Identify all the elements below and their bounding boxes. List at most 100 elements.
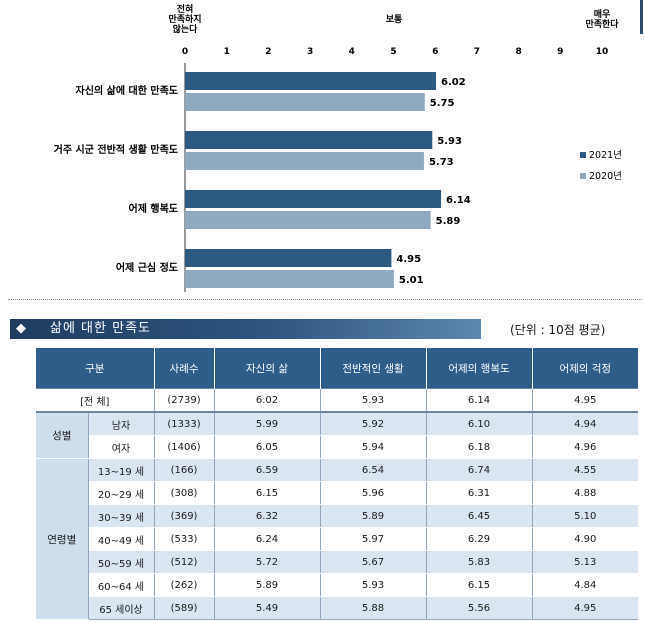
row-label: 여자 [88, 435, 155, 459]
data-label: 5.75 [430, 98, 455, 109]
cell-value: 6.54 [320, 458, 427, 482]
bar [185, 270, 394, 288]
top-right-rule [640, 0, 643, 34]
row-label: [전 체] [36, 388, 155, 413]
cell-value: 6.10 [426, 412, 533, 436]
header-category: 구분 [36, 348, 155, 389]
cell-value: 6.31 [426, 481, 533, 505]
table-row: 연령별 13~19 세 (166) 6.59 6.54 6.74 4.55 [36, 458, 639, 620]
table-row: 50~59 세 (512) 5.72 5.67 5.83 5.13 [36, 550, 639, 574]
cell-value: 6.02 [214, 388, 321, 413]
category-label: 거주 시군 전반적 생활 만족도 [54, 143, 178, 156]
scale-label-high: 매우 만족한다 [585, 8, 619, 30]
data-label: 6.02 [441, 77, 466, 88]
table-row: 30~39 세 (369) 6.32 5.89 6.45 5.10 [36, 504, 639, 528]
cell-value: 4.84 [532, 573, 639, 597]
table-row: 60~64 세 (262) 5.89 5.93 6.15 4.84 [36, 573, 639, 597]
row-count: (1406) [154, 435, 215, 459]
group-label: 연령별 [36, 458, 89, 620]
row-label: 65 세이상 [88, 596, 155, 620]
cell-value: 6.29 [426, 527, 533, 551]
cell-value: 5.96 [320, 481, 427, 505]
table-row: 여자 (1406) 6.05 5.94 6.18 4.96 [36, 435, 639, 459]
table-row: 20~29 세 (308) 6.15 5.96 6.31 4.88 [36, 481, 639, 505]
x-tick-label: 9 [557, 47, 563, 57]
cell-value: 6.32 [214, 504, 321, 528]
section-title-bar: ◆ 삶에 대한 만족도 [10, 319, 481, 339]
cell-value: 5.72 [214, 550, 321, 574]
header-count: 사례수 [154, 348, 215, 389]
table-header-row: 구분 사례수 자신의 삶 전반적인 생활 어제의 행복도 어제의 걱정 [36, 348, 639, 389]
legend-swatch [580, 173, 586, 179]
bar-chart: 전혀 만족하지 않는다 보통 매우 만족한다 0 1 2 3 4 5 6 7 8 9 10 자신의 삶에 대한 만… [54, 3, 622, 292]
row-label: 남자 [88, 412, 155, 436]
cell-value: 5.49 [214, 596, 321, 620]
bar [185, 131, 433, 149]
cell-value: 6.45 [426, 504, 533, 528]
x-tick-label: 7 [474, 47, 480, 57]
data-label: 5.89 [436, 216, 461, 227]
cell-value: 4.96 [532, 435, 639, 459]
header-life: 자신의 삶 [214, 348, 321, 389]
row-label: 20~29 세 [88, 481, 155, 505]
row-count: (2739) [154, 388, 215, 413]
category-label: 어제 행복도 [129, 202, 178, 215]
legend-label: 2020년 [589, 171, 622, 182]
cell-value: 5.56 [426, 596, 533, 620]
cell-value: 5.93 [320, 573, 427, 597]
row-label: 50~59 세 [88, 550, 155, 574]
row-count: (512) [154, 550, 215, 574]
cell-value: 6.05 [214, 435, 321, 459]
category-label: 자신의 삶에 대한 만족도 [76, 84, 178, 97]
header-worry: 어제의 걱정 [532, 348, 639, 389]
cell-value: 5.92 [320, 412, 427, 436]
x-tick-label: 1 [224, 47, 230, 57]
dotted-divider [8, 299, 642, 300]
scale-label-low: 전혀 만족하지 않는다 [168, 3, 201, 35]
table-row-total: [전 체] (2739) 6.02 5.93 6.14 4.95 [36, 388, 639, 413]
table-row: 40~49 세 (533) 6.24 5.97 6.29 4.90 [36, 527, 639, 551]
bar [185, 93, 425, 111]
bar [185, 211, 431, 229]
row-count: (533) [154, 527, 215, 551]
cell-value: 6.24 [214, 527, 321, 551]
row-count: (369) [154, 504, 215, 528]
x-tick-label: 3 [307, 47, 313, 57]
cell-value: 5.10 [532, 504, 639, 528]
cell-value: 4.55 [532, 458, 639, 482]
row-label: 40~49 세 [88, 527, 155, 551]
cell-value: 5.97 [320, 527, 427, 551]
row-label: 30~39 세 [88, 504, 155, 528]
table-row: 성별 남자 (1333) 5.99 5.92 6.10 4.94 [36, 412, 639, 459]
x-tick-label: 6 [432, 47, 438, 57]
cell-value: 5.83 [426, 550, 533, 574]
x-tick-label: 2 [265, 47, 271, 57]
cell-value: 4.95 [532, 596, 639, 620]
row-label: 60~64 세 [88, 573, 155, 597]
group-label: 성별 [36, 412, 89, 459]
cell-value: 6.18 [426, 435, 533, 459]
cell-value: 5.67 [320, 550, 427, 574]
data-label: 5.01 [399, 275, 424, 286]
cell-value: 5.13 [532, 550, 639, 574]
data-label: 6.14 [446, 195, 471, 206]
bar [185, 72, 437, 90]
cell-value: 5.88 [320, 596, 427, 620]
row-count: (589) [154, 596, 215, 620]
row-count: (166) [154, 458, 215, 482]
row-count: (308) [154, 481, 215, 505]
row-count: (262) [154, 573, 215, 597]
x-tick-label: 4 [349, 47, 355, 57]
x-tick-label: 10 [596, 47, 609, 57]
cell-value: 5.89 [320, 504, 427, 528]
legend-swatch [580, 152, 586, 158]
cell-value: 6.74 [426, 458, 533, 482]
x-tick-label: 0 [182, 47, 188, 57]
cell-value: 6.14 [426, 388, 533, 413]
x-tick-label: 8 [515, 47, 521, 57]
cell-value: 6.15 [426, 573, 533, 597]
cell-value: 5.89 [214, 573, 321, 597]
section-title: 삶에 대한 만족도 [50, 321, 151, 336]
data-label: 5.73 [429, 157, 454, 168]
cell-value: 4.95 [532, 388, 639, 413]
